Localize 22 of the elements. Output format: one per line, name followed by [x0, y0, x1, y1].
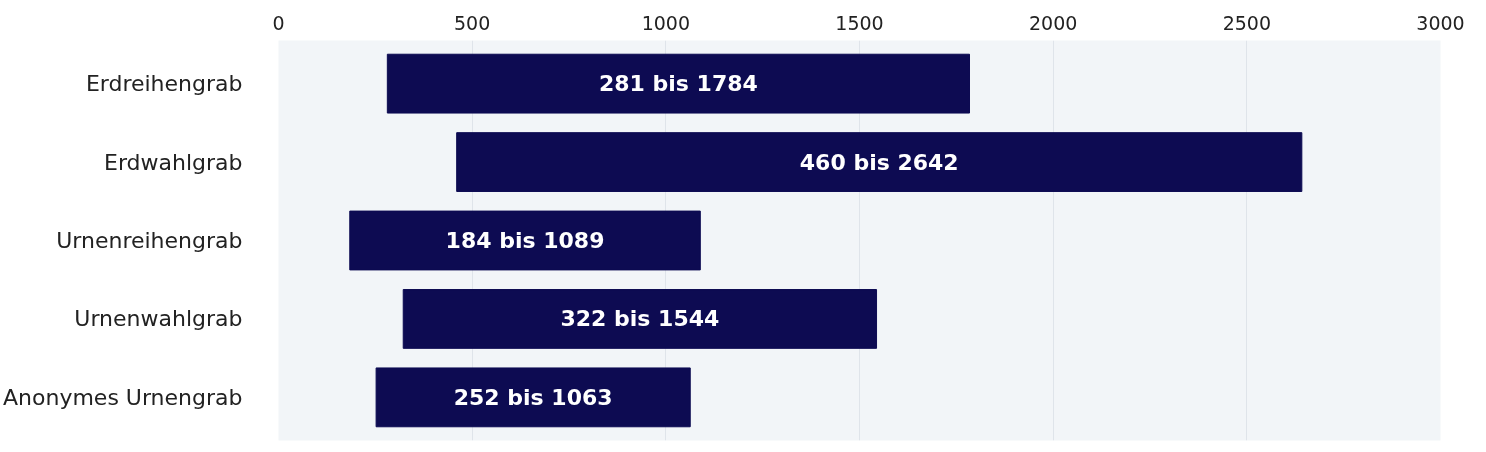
- x-tick-label: 1000: [641, 11, 691, 34]
- bar: [386, 53, 970, 114]
- y-tick-label: Anonymes Urnengrab: [3, 384, 243, 410]
- x-tick-label: 500: [454, 11, 491, 34]
- bar: [456, 132, 1303, 192]
- annotation: 460 bis 2642: [799, 149, 959, 175]
- y-tick-label: Urnenwahlgrab: [74, 306, 243, 332]
- bar: [375, 367, 691, 428]
- annotation: 281 bis 1784: [598, 71, 758, 97]
- x-tick-label: 0: [272, 11, 285, 34]
- x-tick-label: 2000: [1028, 11, 1078, 34]
- annotation: 252 bis 1063: [453, 384, 613, 410]
- x-tick-label: 1500: [835, 11, 884, 34]
- y-tick-label: Erdreihengrab: [85, 71, 243, 97]
- x-tick-label: 3000: [1416, 11, 1465, 34]
- y-tick-label: Urnenreihengrab: [56, 228, 243, 253]
- x-tick-label: 2500: [1222, 11, 1272, 34]
- annotation: 322 bis 1544: [560, 306, 720, 332]
- annotation: 184 bis 1089: [445, 228, 605, 253]
- bar: [349, 210, 701, 271]
- y-tick-label: Erdwahlgrab: [103, 149, 243, 175]
- bar: [402, 289, 878, 349]
